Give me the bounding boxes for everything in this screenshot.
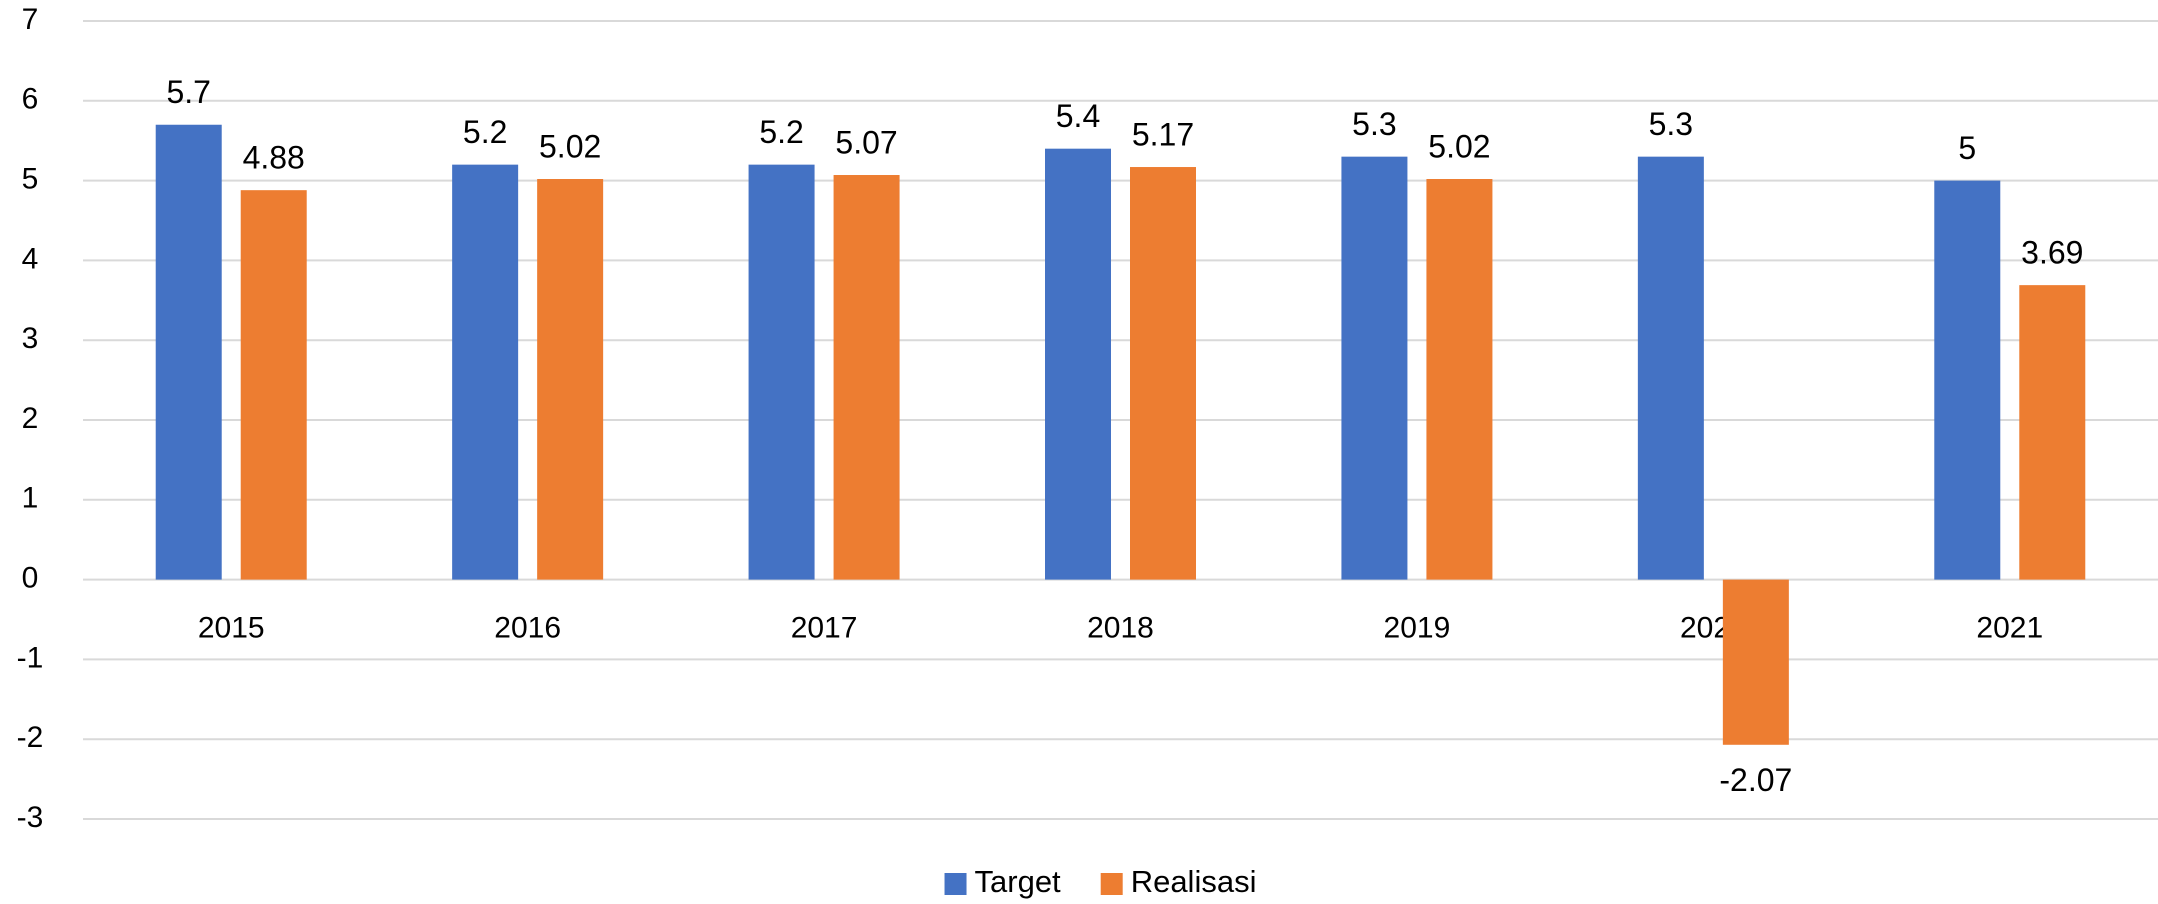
data-label: 5.7 — [166, 74, 210, 110]
data-label: 4.88 — [243, 140, 305, 176]
bar — [1341, 156, 1408, 580]
bar — [1934, 180, 2001, 580]
bar — [1045, 148, 1111, 580]
bar — [1637, 156, 1704, 580]
bar — [2019, 285, 2086, 580]
y-tick-label: -2 — [17, 721, 44, 754]
bar — [537, 179, 604, 580]
legend-label: Realisasi — [1131, 864, 1257, 899]
x-tick-label: 2017 — [791, 612, 858, 645]
bar — [748, 164, 815, 580]
data-label: 5.2 — [759, 114, 803, 150]
data-label: 5.17 — [1132, 116, 1194, 152]
x-tick-label: 2021 — [1976, 612, 2043, 645]
bar — [1722, 579, 1789, 745]
x-tick-label: 2018 — [1087, 612, 1154, 645]
bar — [155, 124, 222, 580]
y-tick-label: -3 — [17, 801, 44, 834]
data-label: 5 — [1958, 130, 1976, 166]
y-tick-label: 1 — [22, 482, 39, 515]
bar — [1130, 167, 1196, 580]
bar — [452, 164, 519, 580]
data-label: 5.02 — [1428, 128, 1490, 164]
bar — [833, 175, 900, 580]
y-tick-label: 7 — [22, 3, 39, 36]
y-tick-label: 2 — [22, 402, 39, 435]
x-tick-label: 2019 — [1384, 612, 1451, 645]
bar — [240, 190, 307, 580]
x-tick-label: 2015 — [198, 612, 265, 645]
data-label: 3.69 — [2021, 235, 2083, 271]
data-label: 5.02 — [539, 128, 601, 164]
data-label: 5.2 — [463, 114, 507, 150]
data-label: 5.07 — [835, 124, 897, 160]
legend-swatch — [1100, 873, 1123, 895]
y-tick-label: 5 — [22, 163, 39, 196]
y-tick-label: 4 — [22, 242, 39, 275]
y-tick-label: 0 — [22, 562, 39, 595]
y-tick-label: 6 — [22, 83, 39, 116]
data-label: 5.3 — [1649, 106, 1693, 142]
legend-label: Target — [975, 864, 1062, 899]
x-tick-label: 2016 — [494, 612, 561, 645]
legend-swatch — [944, 873, 967, 895]
data-label: -2.07 — [1719, 762, 1792, 798]
data-label: 5.4 — [1056, 98, 1100, 134]
y-tick-label: 3 — [22, 322, 39, 355]
bar — [1426, 179, 1493, 580]
y-tick-label: -1 — [17, 641, 44, 674]
data-label: 5.3 — [1352, 106, 1396, 142]
